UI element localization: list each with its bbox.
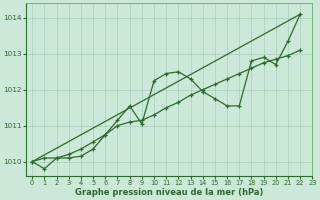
X-axis label: Graphe pression niveau de la mer (hPa): Graphe pression niveau de la mer (hPa) <box>75 188 263 197</box>
